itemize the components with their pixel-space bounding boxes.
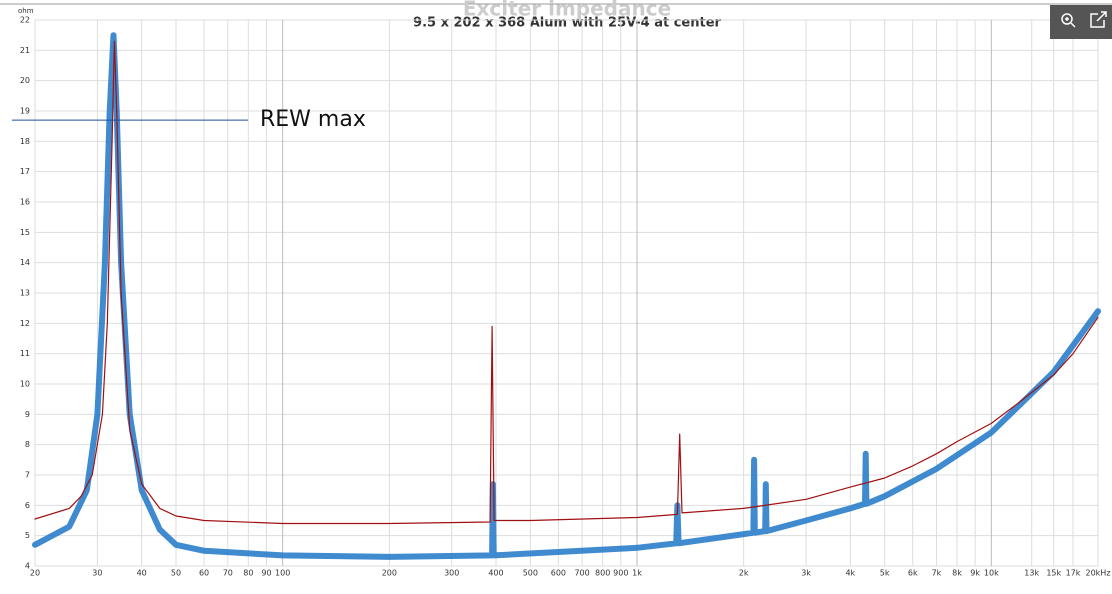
y-tick-label: 6 (25, 501, 30, 510)
x-tick-label: 15k (1046, 569, 1061, 578)
series-line (34, 40, 1099, 525)
x-tick-label: 17k (1066, 569, 1081, 578)
x-tick-label: 900 (613, 569, 628, 578)
x-tick-label: 500 (523, 569, 538, 578)
x-tick-label: 9k (970, 569, 980, 578)
y-tick-label: 20 (20, 76, 30, 85)
x-tick-label: 60 (199, 569, 209, 578)
x-tick-label: 3k (801, 569, 811, 578)
open-button[interactable] (1090, 11, 1107, 28)
y-tick-label: 7 (25, 471, 30, 480)
x-tick-label: 20 (30, 569, 40, 578)
x-tick-label: 600 (551, 569, 566, 578)
annotation-text: REW max (260, 107, 366, 132)
y-tick-label: 16 (20, 198, 30, 207)
x-tick-label: 1k (632, 569, 642, 578)
zoom-button[interactable] (1061, 13, 1076, 28)
chart-title: 9.5 x 202 x 368 Alum with 25V-4 at cente… (413, 16, 722, 31)
y-tick-label: 9 (25, 410, 30, 419)
y-unit: ohm (18, 7, 34, 15)
x-tick-label: 800 (595, 569, 610, 578)
x-tick-label: 6k (908, 569, 918, 578)
y-tick-label: 13 (20, 289, 30, 298)
background-title: Exciter impedance (463, 0, 671, 21)
x-tick-label: 80 (243, 569, 253, 578)
y-tick-label: 21 (20, 46, 30, 55)
toolbar (1050, 5, 1112, 39)
x-tick-label: 30 (92, 569, 102, 578)
x-tick-label: 70 (223, 569, 233, 578)
y-tick-label: 5 (25, 531, 30, 540)
x-tick-label: 90 (261, 569, 271, 578)
x-tick-label: 50 (171, 569, 181, 578)
y-tick-label: 4 (25, 562, 30, 571)
grid: 4 5 6 7 8 9 10 11 12 13 14 15 16 17 18 19 20 21 22 20 30 40 50… (20, 16, 1111, 578)
x-tick-label: 2k (739, 569, 749, 578)
x-tick-label: 4k (845, 569, 855, 578)
y-tick-label: 8 (25, 440, 30, 449)
x-tick-label: 700 (574, 569, 589, 578)
y-tick-label: 11 (20, 349, 30, 358)
y-tick-label: 10 (20, 380, 30, 389)
x-tick-label: 200 (382, 569, 397, 578)
toolbar-bg (1050, 5, 1112, 39)
x-tick-label: 40 (137, 569, 147, 578)
x-tick-label: 8k (952, 569, 962, 578)
x-tick-label: 10k (984, 569, 999, 578)
y-tick-label: 17 (20, 167, 30, 176)
x-tick-label: 5k (880, 569, 890, 578)
x-tick-label: 20kHz (1085, 569, 1110, 578)
x-tick-label: 7k (932, 569, 942, 578)
y-tick-label: 19 (20, 107, 30, 116)
y-tick-label: 15 (20, 228, 30, 237)
y-tick-label: 22 (20, 16, 30, 25)
plot (32, 32, 1101, 560)
x-tick-label: 400 (488, 569, 503, 578)
annotation-group: REW max (12, 107, 366, 132)
y-tick-label: 14 (20, 258, 30, 267)
x-tick-label: 13k (1024, 569, 1039, 578)
x-tick-label: 300 (444, 569, 459, 578)
y-tick-label: 18 (20, 137, 30, 146)
y-tick-label: 12 (20, 319, 30, 328)
x-tick-label: 100 (275, 569, 290, 578)
